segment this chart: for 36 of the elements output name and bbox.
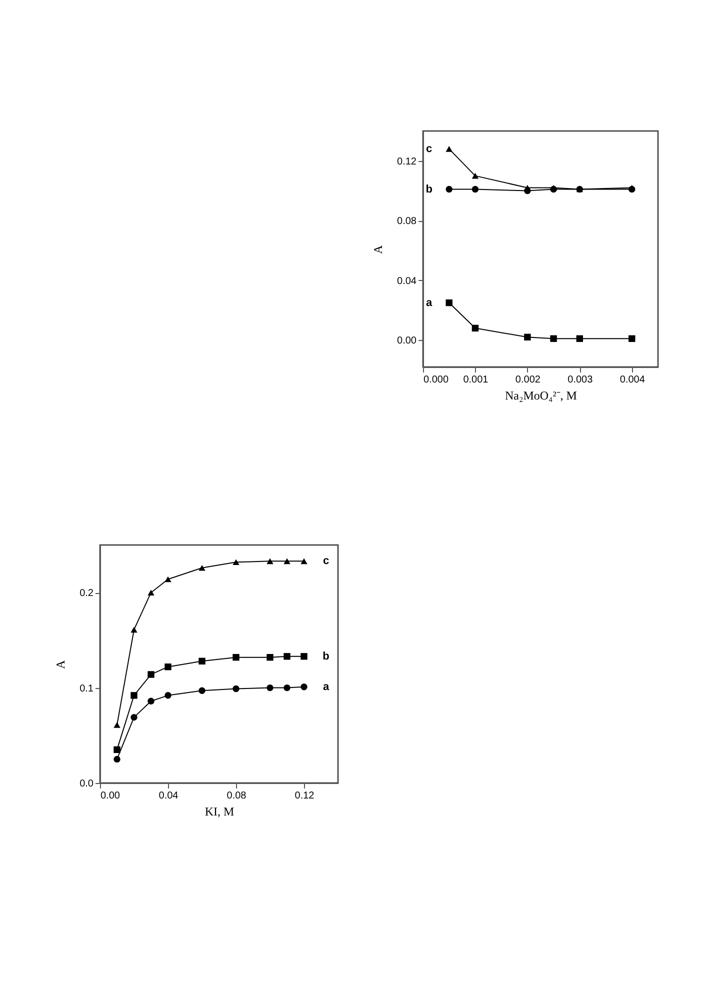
y-axis-title: A: [54, 660, 68, 669]
x-tick-label: 0.00: [100, 790, 120, 802]
x-tick-label: 0.04: [158, 790, 179, 802]
point: [446, 146, 452, 152]
x-tick-label: 0.004: [620, 374, 646, 386]
point: [550, 335, 557, 342]
x-axis-title: Na₂MoO₄²⁻, M: [505, 388, 578, 402]
y-axis-title: A: [371, 244, 386, 254]
series-label: c: [426, 142, 432, 155]
y-tick-label: 0.12: [397, 156, 417, 168]
series-label: a: [322, 680, 330, 693]
series-label: c: [322, 555, 330, 568]
series-label: a: [426, 296, 434, 309]
y-tick-label: 0.2: [80, 588, 94, 600]
y-tick-label: 0.08: [397, 216, 417, 228]
x-tick-label: 0.001: [463, 374, 489, 386]
x-tick-label: 0.002: [515, 374, 541, 386]
y-tick-label: 0.0: [80, 778, 94, 790]
point: [446, 299, 452, 306]
x-tick-label: 0.08: [226, 790, 247, 802]
point: [446, 186, 452, 193]
point: [524, 334, 531, 340]
x-tick-label: 0.12: [294, 790, 315, 802]
x-axis-title: KI, M: [204, 804, 234, 818]
y-tick-label: 0.1: [80, 683, 94, 694]
point: [628, 335, 636, 342]
x-tick-label: 0.003: [568, 374, 594, 386]
series-label: b: [322, 650, 330, 662]
point: [472, 172, 479, 179]
y-tick-label: 0.04: [397, 276, 417, 287]
point: [576, 335, 584, 342]
series-label: b: [426, 183, 433, 196]
y-tick-label: 0.00: [397, 336, 417, 347]
x-tick-label: 0.000: [424, 374, 449, 386]
point: [472, 186, 479, 193]
point: [472, 324, 479, 332]
